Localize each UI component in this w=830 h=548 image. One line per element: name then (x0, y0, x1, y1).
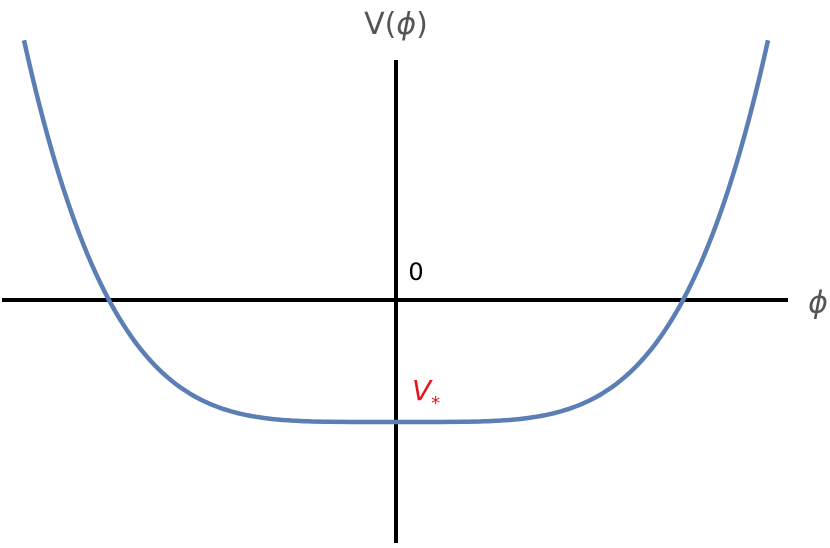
x-axis-label: ϕ (808, 286, 828, 321)
minimum-label: V* (412, 374, 440, 414)
y-label-name: V( (364, 7, 396, 42)
y-label-variable: ϕ (396, 7, 416, 42)
origin-label: 0 (408, 258, 423, 286)
potential-curve (21, 39, 771, 425)
y-label-close: ) (416, 7, 428, 42)
minimum-symbol: V (412, 374, 433, 407)
y-axis-label: V(ϕ) (364, 7, 428, 42)
minimum-subscript: * (431, 393, 440, 414)
